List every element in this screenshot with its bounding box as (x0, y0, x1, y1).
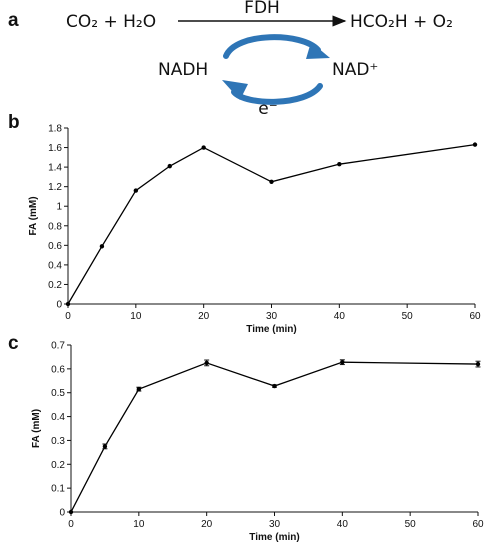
x-tick-label: 50 (405, 519, 417, 530)
x-axis-label: Time (min) (246, 324, 296, 335)
y-tick-label: 0.4 (51, 412, 65, 423)
y-tick-label: 0.7 (51, 341, 65, 352)
electron-label: e⁻ (258, 99, 277, 119)
chart-b: 0 0.2 0.4 0.6 0.8 1 1.2 1.4 1.6 1.8 0 10 20 30 40 50 60 T… (28, 124, 481, 336)
y-tick-label: 1.2 (48, 182, 62, 193)
y-tick-label: 0 (56, 300, 62, 311)
data-point (340, 359, 345, 365)
y-tick-label: 0.2 (48, 280, 62, 291)
y-tick-label: 0.3 (51, 436, 65, 447)
series-line (67, 143, 476, 305)
y-tick-label: 0.6 (48, 241, 62, 252)
x-tick-label: 20 (201, 519, 213, 530)
cycle-arrowhead-top (306, 42, 330, 59)
x-axis-label: Time (min) (249, 532, 299, 543)
x-tick-label: 40 (337, 519, 349, 530)
x-tick-label: 10 (130, 311, 142, 322)
y-tick-label: 0.1 (51, 484, 65, 495)
x-tick-label: 0 (68, 519, 74, 530)
reactants-text: CO₂ + H₂O (66, 12, 156, 32)
x-tick-label: 30 (269, 519, 281, 530)
cofactor-right-label: NAD⁺ (332, 60, 378, 80)
data-point (475, 361, 481, 367)
data-point (167, 163, 172, 169)
data-point (99, 244, 105, 249)
y-tick-label: 1 (56, 202, 62, 213)
x-tick-label: 30 (266, 311, 278, 322)
y-tick-label: 0.4 (48, 260, 62, 271)
panel-letter-c: c (8, 333, 19, 354)
x-tick-label: 60 (472, 519, 484, 530)
x-tick-label: 40 (334, 311, 346, 322)
x-tick-label: 50 (402, 311, 414, 322)
x-tick-label: 60 (469, 311, 481, 322)
x-tick-label: 0 (65, 311, 71, 322)
data-point (201, 145, 206, 150)
products-text: HCO₂H + O₂ (350, 12, 453, 32)
cycle-arrowhead-bottom (222, 80, 248, 100)
y-tick-label: 1.8 (48, 124, 62, 135)
data-point (136, 386, 142, 392)
data-point (269, 179, 274, 184)
data-point (472, 142, 478, 147)
y-tick-label: 0.2 (51, 460, 65, 471)
x-tick-label: 20 (198, 311, 210, 322)
y-tick-label: 0 (59, 508, 65, 519)
cycle-arrows (222, 34, 330, 105)
y-axis-label: FA (mM) (28, 196, 39, 235)
y-tick-label: 0.6 (51, 364, 65, 375)
data-point (102, 444, 108, 449)
panel-letter-a: a (8, 10, 19, 31)
data-point (204, 360, 209, 366)
panel-letter-b: b (8, 112, 20, 133)
data-point (68, 509, 74, 515)
y-tick-label: 0.5 (51, 388, 65, 399)
y-axis-label: FA (mM) (31, 409, 42, 448)
x-tick-label: 10 (133, 519, 145, 530)
data-point (133, 188, 139, 193)
data-point (337, 161, 342, 167)
y-tick-label: 1.6 (48, 143, 62, 154)
y-tick-label: 0.8 (48, 221, 62, 232)
cofactor-left-label: NADH (158, 60, 208, 80)
cycle-arrow-top (223, 34, 321, 59)
enzyme-label: FDH (244, 0, 280, 18)
reaction-scheme: CO₂ + H₂O FDH HCO₂H + O₂ NADH NAD⁺ e⁻ (66, 0, 453, 119)
data-point (65, 301, 71, 307)
y-tick-label: 1.4 (48, 163, 62, 174)
chart-c: 0 0.1 0.2 0.3 0.4 0.5 0.6 0.7 0 10 20 30 40 50 60 Time … (31, 341, 484, 544)
data-point (272, 383, 277, 389)
